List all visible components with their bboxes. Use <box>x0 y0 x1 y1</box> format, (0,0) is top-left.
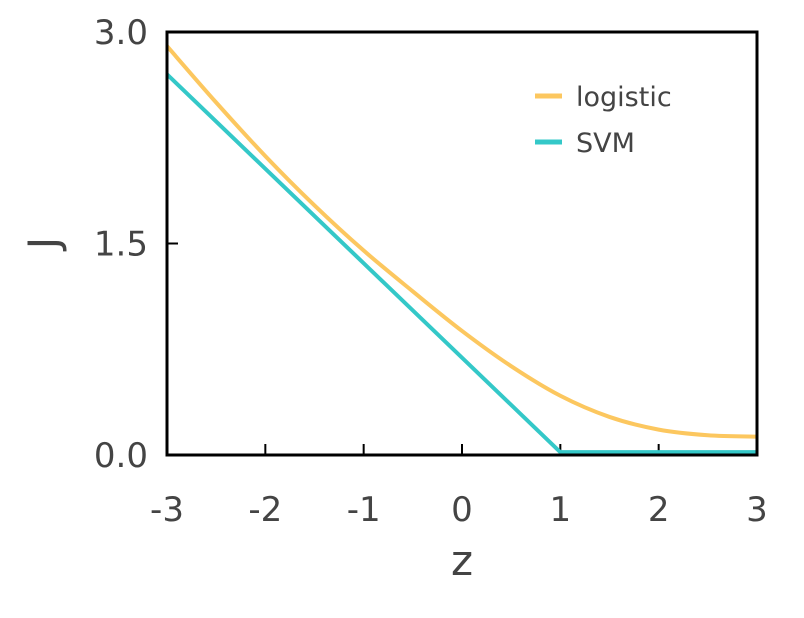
y-tick-label: 1.5 <box>94 225 148 265</box>
plot-lines <box>165 44 758 455</box>
y-tick-labels: 0.0 1.5 3.0 <box>94 13 148 476</box>
y-tick-label: 3.0 <box>94 13 148 53</box>
x-tick-label: 2 <box>648 490 670 530</box>
x-tick-label: -3 <box>150 490 184 530</box>
series-line-logistic <box>165 44 758 439</box>
legend-label-svm: SVM <box>576 128 635 159</box>
plot-frame <box>165 30 759 457</box>
x-tick-label: -2 <box>248 490 282 530</box>
x-tick-label: 3 <box>746 490 768 530</box>
x-tick-label: -1 <box>347 490 381 530</box>
series-line-svm <box>165 72 757 455</box>
x-axis-title: z <box>451 536 473 585</box>
y-axis-title: J <box>19 237 68 252</box>
x-tick-labels: -3 -2 -1 0 1 2 3 <box>150 490 768 530</box>
y-tick-label: 0.0 <box>94 436 148 476</box>
legend-label-logistic: logistic <box>576 82 672 113</box>
x-tick-label: 0 <box>451 490 473 530</box>
x-tick-label: 1 <box>550 490 572 530</box>
legend: logistic SVM <box>535 82 672 159</box>
